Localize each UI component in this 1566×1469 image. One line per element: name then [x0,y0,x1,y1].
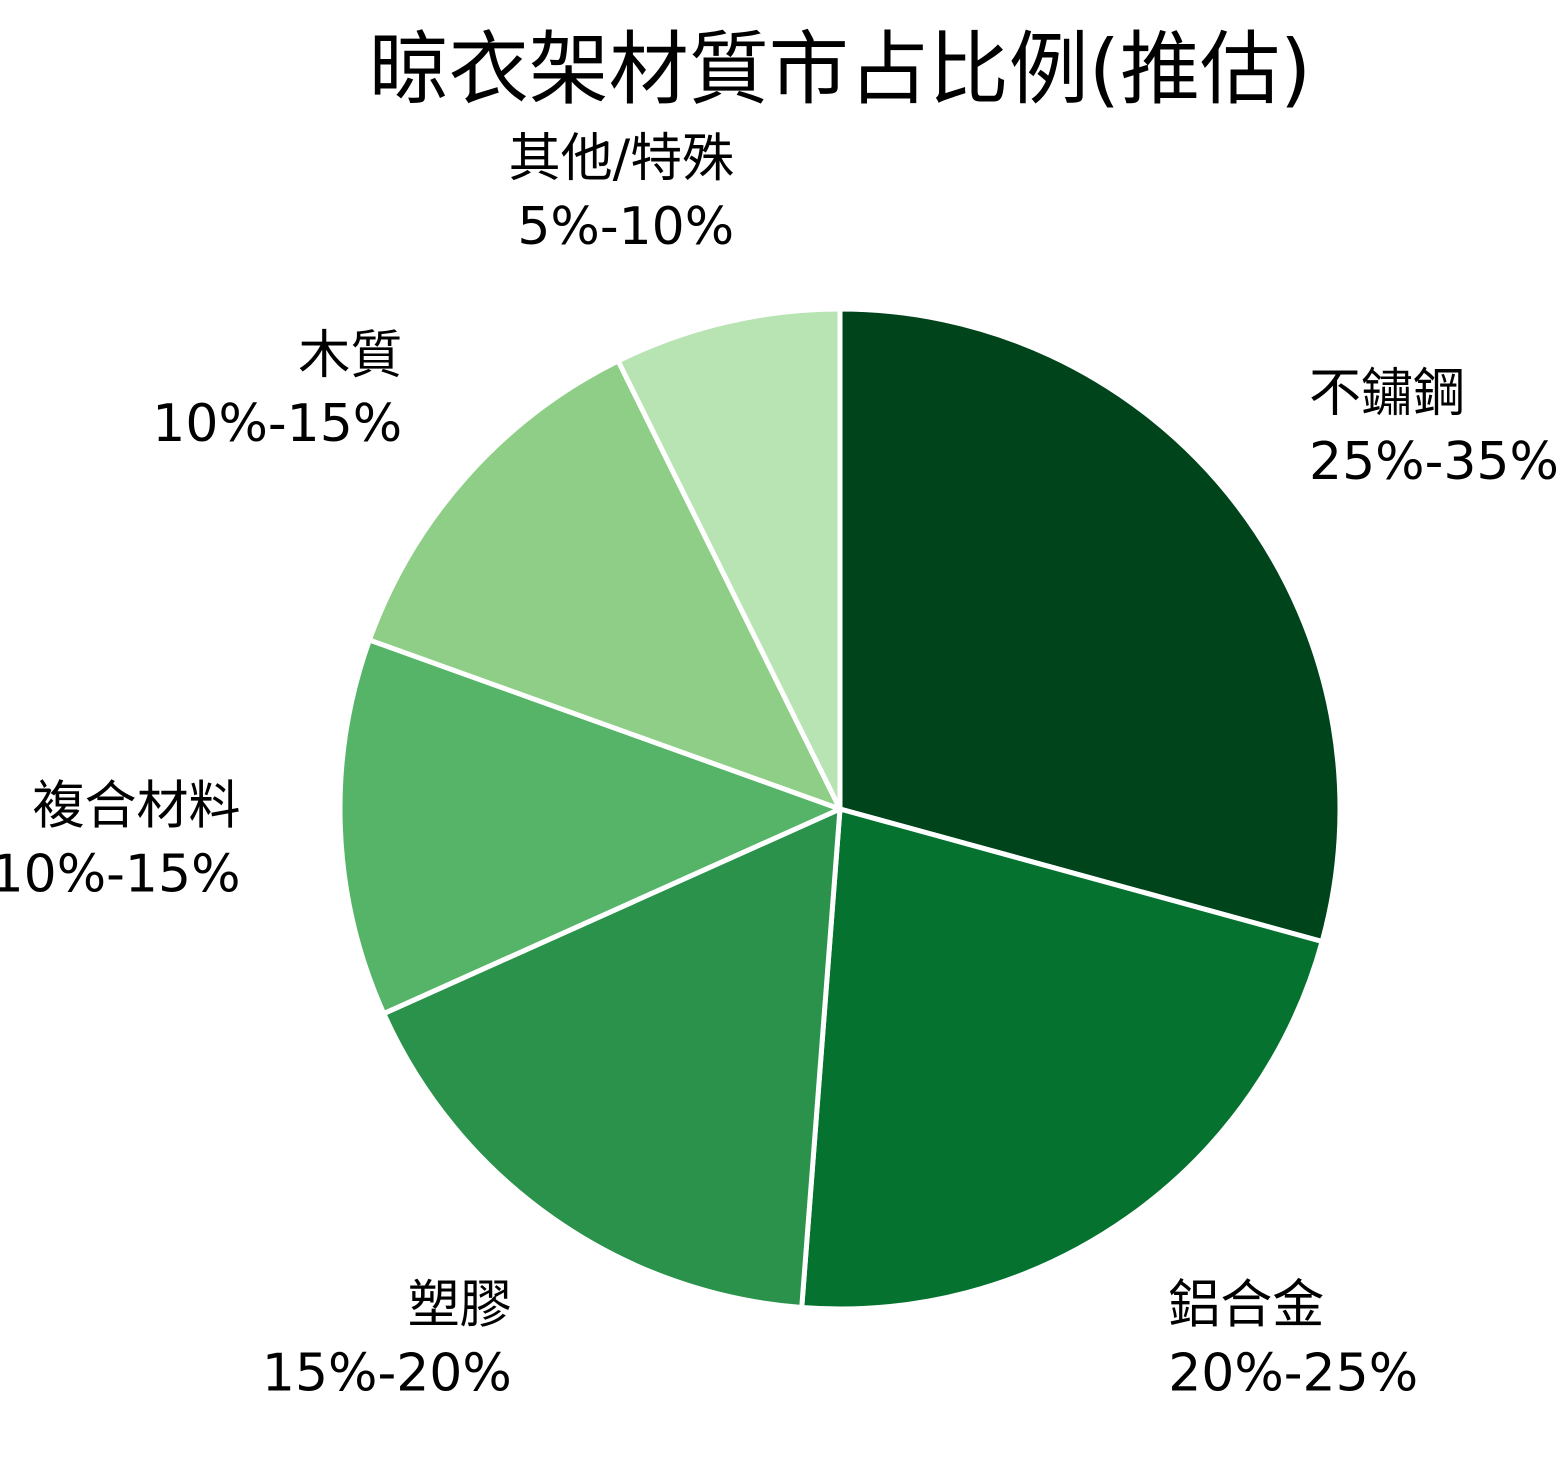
slice-label-2: 鋁合金 20%-25% [1168,1275,1418,1403]
slice-label-5: 木質 10%-15% [152,326,402,454]
slice-label-1: 不鏽鋼 25%-35% [1309,364,1559,492]
slice-label-6: 其他/特殊 5%-10% [509,129,735,257]
slice-label-name: 木質 [298,326,402,386]
pie-slice-3 [381,806,843,1311]
slice-label-range: 15%-20% [262,1343,512,1403]
slice-label-range: 10%-15% [152,394,402,454]
slice-label-name: 複合材料 [32,777,240,837]
slice-label-range: 25%-35% [1309,432,1559,492]
pie-slice-2 [799,806,1325,1312]
slice-label-range: 10%-15% [0,845,240,905]
pie-slice-5 [366,358,843,812]
pie-slice-6 [615,306,843,812]
slice-label-name: 其他/特殊 [509,129,735,189]
chart-title: 晾衣架材質市占比例(推估) [369,23,1311,116]
slice-label-3: 塑膠 15%-20% [262,1275,512,1403]
slice-label-name: 鋁合金 [1168,1275,1324,1335]
slice-label-range: 5%-10% [517,197,734,257]
slice-label-range: 20%-25% [1168,1343,1418,1403]
pie-slice-1 [837,306,1343,944]
pie-slices [337,306,1343,1312]
pie-slice-4 [337,637,843,1017]
slice-label-4: 複合材料 10%-15% [0,777,240,905]
slice-label-name: 塑膠 [408,1275,512,1335]
slice-label-name: 不鏽鋼 [1309,364,1465,424]
slice-labels: 不鏽鋼 25%-35% 鋁合金 20%-25% 塑膠 15%-20% 複合材料 10%-15%… [0,129,1559,1404]
